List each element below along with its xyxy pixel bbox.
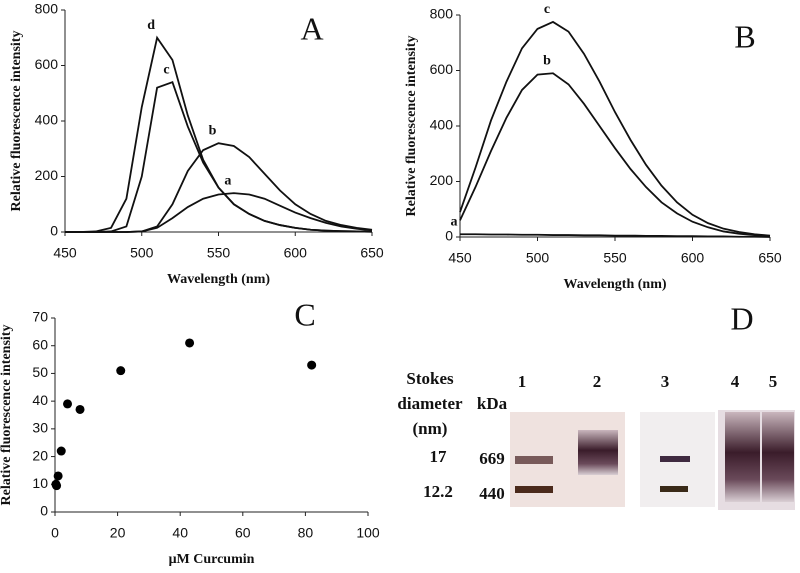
x-tick-label: 80 bbox=[298, 525, 314, 541]
x-tick-label: 550 bbox=[207, 245, 231, 261]
mass-label: 440 bbox=[479, 484, 505, 503]
gel-image bbox=[510, 410, 795, 510]
x-tick-label: 100 bbox=[356, 525, 380, 541]
x-tick-label: 40 bbox=[172, 525, 188, 541]
panel-letter: C bbox=[294, 296, 315, 332]
x-tick-label: 650 bbox=[360, 245, 384, 261]
panel-letter: B bbox=[734, 18, 755, 54]
y-tick-label: 0 bbox=[40, 503, 48, 519]
point bbox=[185, 338, 195, 348]
line bbox=[460, 233, 771, 238]
line bbox=[65, 80, 373, 233]
x-tick-label: 60 bbox=[235, 525, 251, 541]
lane-label: 4 bbox=[731, 372, 740, 391]
y-tick-label: 40 bbox=[32, 392, 48, 408]
y-tick-label: 600 bbox=[35, 56, 59, 72]
series-label: c bbox=[544, 2, 550, 17]
x-axis-title: μM Curcumin bbox=[169, 552, 255, 567]
x-tick-label: 650 bbox=[758, 250, 782, 266]
series-label: a bbox=[451, 214, 458, 229]
point bbox=[63, 399, 73, 409]
y-tick-label: 600 bbox=[430, 61, 454, 77]
stokes-header: (nm) bbox=[413, 419, 448, 438]
x-axis-title: Wavelength (nm) bbox=[563, 277, 666, 292]
panel-letter: A bbox=[300, 10, 323, 46]
y-tick-label: 50 bbox=[32, 364, 48, 380]
point bbox=[56, 446, 66, 456]
y-tick-label: 70 bbox=[32, 309, 48, 325]
series-label: d bbox=[147, 18, 155, 33]
lane-label: 5 bbox=[769, 372, 778, 391]
y-tick-label: 400 bbox=[430, 117, 454, 133]
y-axis-title: Relative fluorescence intensity bbox=[9, 31, 24, 212]
mass-header: kDa bbox=[477, 394, 508, 413]
x-tick-label: 500 bbox=[526, 250, 550, 266]
series-label: a bbox=[224, 173, 231, 188]
y-tick-label: 30 bbox=[32, 420, 48, 436]
line bbox=[459, 72, 771, 237]
mass-label: 669 bbox=[479, 449, 505, 468]
lane-label: 1 bbox=[518, 372, 527, 391]
line bbox=[65, 192, 373, 233]
series-label: b bbox=[209, 123, 217, 138]
point bbox=[53, 471, 63, 481]
y-tick-label: 800 bbox=[35, 1, 59, 17]
point bbox=[307, 360, 317, 370]
lane-label: 2 bbox=[593, 372, 602, 391]
point bbox=[75, 404, 85, 414]
lane-label: 3 bbox=[661, 372, 670, 391]
y-tick-label: 200 bbox=[430, 172, 454, 188]
y-axis-title: Relative fluorescence intensity bbox=[404, 36, 419, 217]
y-tick-label: 0 bbox=[50, 223, 58, 239]
y-tick-label: 20 bbox=[32, 447, 48, 463]
x-tick-label: 0 bbox=[51, 525, 59, 541]
y-axis-title: Relative fluorescence intensity bbox=[0, 325, 14, 506]
x-tick-label: 600 bbox=[284, 245, 308, 261]
x-tick-label: 600 bbox=[681, 250, 705, 266]
stokes-header: diameter bbox=[397, 394, 463, 413]
series-label: c bbox=[163, 62, 169, 77]
point bbox=[52, 481, 62, 491]
series-label: b bbox=[543, 53, 551, 68]
point bbox=[116, 366, 126, 376]
x-tick-label: 20 bbox=[110, 525, 126, 541]
stokes-header: Stokes bbox=[406, 369, 454, 388]
x-axis-title: Wavelength (nm) bbox=[167, 272, 270, 287]
y-tick-label: 0 bbox=[445, 228, 453, 244]
x-tick-label: 450 bbox=[53, 245, 77, 261]
line bbox=[65, 35, 373, 233]
y-tick-label: 200 bbox=[35, 167, 59, 183]
y-tick-label: 60 bbox=[32, 336, 48, 352]
x-tick-label: 450 bbox=[448, 250, 472, 266]
line bbox=[459, 20, 771, 237]
x-tick-label: 500 bbox=[130, 245, 154, 261]
y-tick-label: 10 bbox=[32, 475, 48, 491]
y-tick-label: 800 bbox=[430, 6, 454, 22]
stokes-label: 12.2 bbox=[423, 482, 453, 501]
panel-letter: D bbox=[730, 300, 753, 336]
stokes-label: 17 bbox=[430, 447, 448, 466]
y-tick-label: 400 bbox=[35, 112, 59, 128]
x-tick-label: 550 bbox=[603, 250, 627, 266]
